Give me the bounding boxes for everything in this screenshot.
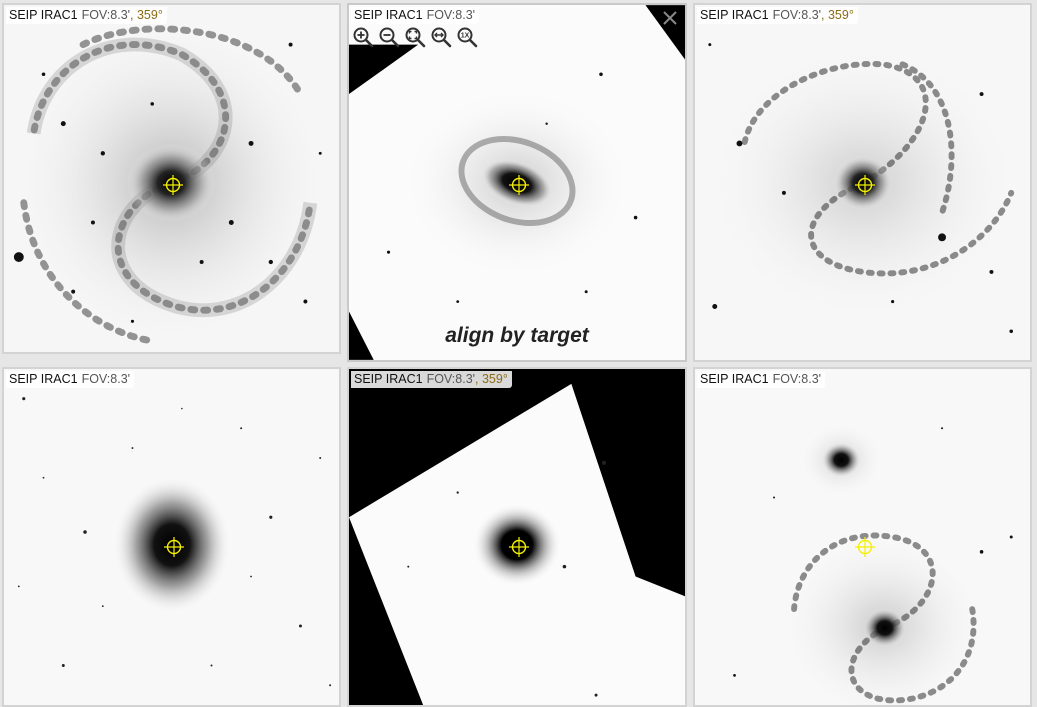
image-label: SEIP IRAC1 FOV:8.3', 359° [351, 371, 512, 388]
target-crosshair-icon [855, 537, 875, 557]
galaxy-image-mosaic [349, 369, 685, 705]
fov-value: FOV:8.3' [426, 8, 476, 22]
zoom-1x-icon: 1X [457, 27, 478, 48]
target-crosshair-icon [163, 175, 183, 195]
target-crosshair-icon [509, 537, 529, 557]
survey-name: SEIP IRAC1 [354, 8, 423, 22]
survey-name: SEIP IRAC1 [700, 8, 769, 22]
rotation-value: , 359° [475, 372, 508, 386]
target-crosshair-icon [164, 537, 184, 557]
fov-value: FOV:8.3' [772, 8, 822, 22]
zoom-fill-icon [431, 27, 452, 48]
galaxy-image-interacting [695, 369, 1030, 705]
survey-name: SEIP IRAC1 [354, 372, 423, 386]
image-panel-6[interactable]: SEIP IRAC1 FOV:8.3' [693, 367, 1032, 707]
galaxy-image-spiral [4, 5, 339, 352]
survey-name: SEIP IRAC1 [9, 372, 78, 386]
image-panel-4[interactable]: SEIP IRAC1 FOV:8.3' [2, 367, 341, 707]
image-panel-5[interactable]: SEIP IRAC1 FOV:8.3', 359° [347, 367, 687, 707]
zoom-out-icon [379, 27, 400, 48]
zoom-1x-label: 1X [461, 33, 470, 40]
zoom-toolbar: 1X [351, 25, 479, 49]
image-label: SEIP IRAC1 FOV:8.3' [351, 7, 480, 24]
survey-name: SEIP IRAC1 [700, 372, 769, 386]
image-panel-2[interactable]: SEIP IRAC1 FOV:8.3' [347, 3, 687, 362]
image-label: SEIP IRAC1 FOV:8.3' [6, 371, 135, 388]
image-label: SEIP IRAC1 FOV:8.3' [697, 371, 826, 388]
rotation-value: , 359° [130, 8, 163, 22]
galaxy-image-spiral-2 [695, 5, 1030, 360]
target-crosshair-icon [855, 175, 875, 195]
zoom-fit-icon [405, 27, 426, 48]
rotation-value: , 359° [821, 8, 854, 22]
fov-value: FOV:8.3' [772, 372, 822, 386]
close-icon[interactable] [661, 9, 679, 27]
fov-value: FOV:8.3' [81, 372, 131, 386]
target-crosshair-icon [509, 175, 529, 195]
zoom-out-button[interactable] [377, 25, 401, 49]
zoom-fill-button[interactable] [429, 25, 453, 49]
galaxy-image-barred [349, 5, 685, 360]
survey-name: SEIP IRAC1 [9, 8, 78, 22]
zoom-fit-button[interactable] [403, 25, 427, 49]
image-label: SEIP IRAC1 FOV:8.3', 359° [6, 7, 167, 24]
image-panel-1[interactable]: SEIP IRAC1 FOV:8.3', 359° [2, 3, 341, 354]
align-by-target-label: align by target [445, 324, 589, 347]
fov-value: FOV:8.3' [426, 372, 476, 386]
zoom-in-icon [353, 27, 374, 48]
image-label: SEIP IRAC1 FOV:8.3', 359° [697, 7, 858, 24]
image-panel-3[interactable]: SEIP IRAC1 FOV:8.3', 359° [693, 3, 1032, 362]
galaxy-image-elliptical [4, 369, 339, 705]
zoom-1x-button[interactable]: 1X [455, 25, 479, 49]
zoom-in-button[interactable] [351, 25, 375, 49]
fov-value: FOV:8.3' [81, 8, 131, 22]
